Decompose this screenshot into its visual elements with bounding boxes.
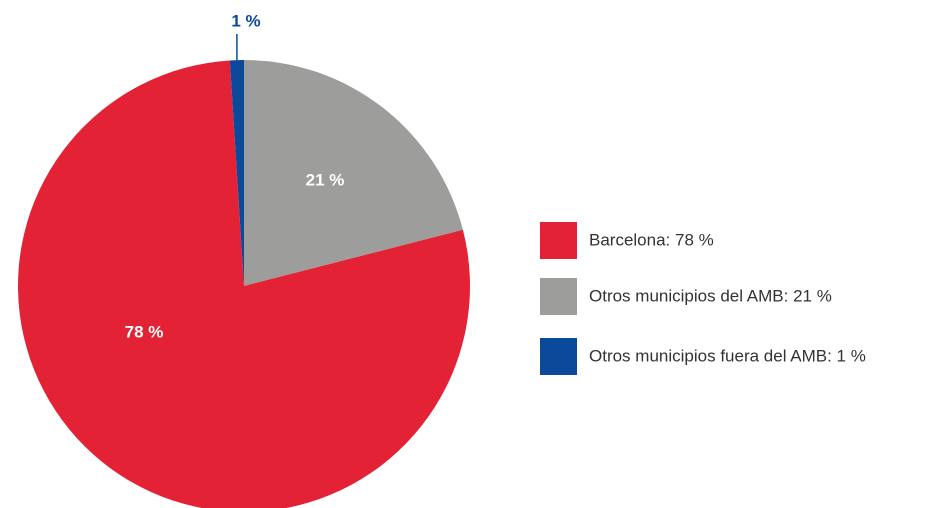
legend-swatch [540,338,577,375]
legend-swatch [540,222,577,259]
data-label: 21 % [306,170,345,189]
legend-label: Otros municipios fuera del AMB: 1 % [589,346,866,365]
data-label: 78 % [125,322,164,341]
legend-label: Barcelona: 78 % [589,230,714,249]
legend-label: Otros municipios del AMB: 21 % [589,286,832,305]
pie-slice [229,60,244,286]
pie-slice [244,60,463,286]
data-label: 1 % [231,11,260,30]
legend-swatch [540,278,577,315]
pie-slice [18,60,470,508]
